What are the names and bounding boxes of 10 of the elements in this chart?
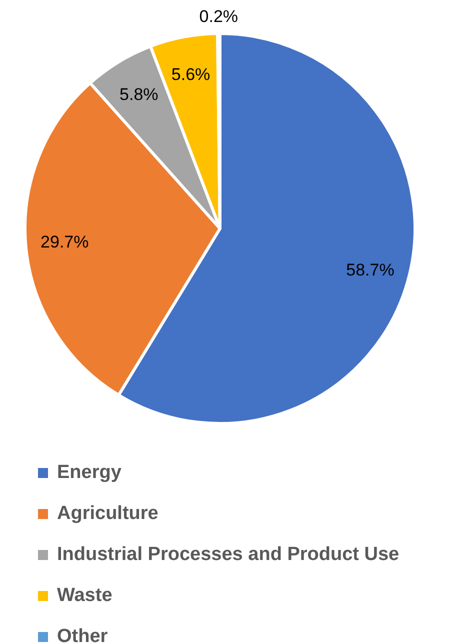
legend-label: Industrial Processes and Product Use bbox=[57, 544, 400, 566]
data-label: 0.2% bbox=[199, 7, 238, 26]
legend-label: Waste bbox=[57, 584, 112, 606]
data-label: 58.7% bbox=[346, 260, 394, 280]
legend-label: Energy bbox=[57, 462, 122, 484]
legend-label: Other bbox=[57, 626, 108, 643]
data-label: 29.7% bbox=[40, 232, 89, 252]
data-label: 5.6% bbox=[171, 64, 210, 84]
data-label: 5.8% bbox=[120, 84, 158, 104]
legend-label: Agriculture bbox=[57, 502, 158, 524]
